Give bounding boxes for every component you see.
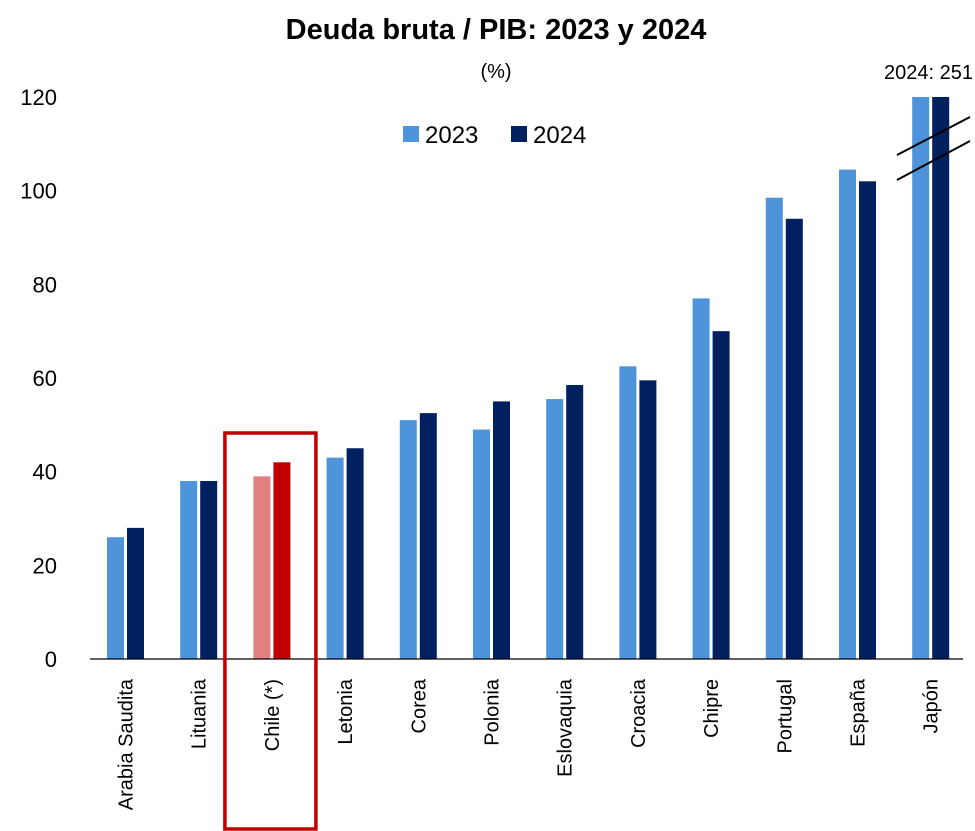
bar-2023-arabia-saudita: [107, 537, 124, 659]
bar-2023-chile: [253, 476, 271, 659]
y-tick-label: 80: [33, 272, 57, 297]
x-axis-ticks: Arabia Saudita Lituania Chile (*) Letonia Co…: [116, 678, 943, 810]
x-tick-label: Letonia: [335, 678, 357, 744]
bar-2024-chipre: [712, 331, 730, 659]
japan-2024-annotation: 2024: 251: [884, 62, 973, 84]
x-tick-label: Arabia Saudita: [116, 678, 138, 810]
bar-2023-croacia: [619, 366, 637, 659]
bar-2023-españa: [839, 169, 856, 659]
chart-title: Deuda bruta / PIB: 2023 y 2024: [286, 14, 707, 46]
bar-2023-corea: [399, 420, 417, 659]
x-tick-label: Eslovaquia: [555, 678, 577, 777]
x-tick-label: Corea: [408, 678, 430, 733]
bar-2024-chile: [273, 462, 291, 659]
bars: [107, 97, 950, 660]
bar-2023-japón: [912, 97, 930, 659]
bar-2024-lituania: [200, 481, 218, 659]
bar-2023-eslovaquia: [546, 399, 564, 659]
bar-2024-polonia: [493, 401, 510, 659]
y-tick-label: 20: [33, 553, 57, 578]
legend-label-2023: 2023: [425, 122, 478, 149]
break-line-top: [896, 116, 971, 156]
bar-2024-portugal: [785, 218, 803, 659]
bar-2024-croacia: [639, 380, 657, 659]
bar-2023-portugal: [765, 197, 783, 660]
x-tick-label: Chipre: [701, 679, 723, 738]
y-tick-label: 120: [20, 85, 57, 110]
legend-swatch-2024: [511, 126, 527, 142]
legend-swatch-2023: [403, 126, 419, 142]
legend-label-2024: 2024: [533, 122, 586, 149]
bar-2024-corea: [419, 413, 437, 659]
x-tick-label: Lituania: [189, 678, 211, 749]
legend: 2023 2024: [403, 122, 586, 149]
bar-2024-eslovaquia: [566, 385, 584, 659]
x-tick-label: Portugal: [774, 679, 796, 754]
break-line-bottom: [896, 140, 971, 181]
y-tick-label: 40: [33, 460, 57, 485]
y-tick-label: 0: [45, 647, 57, 672]
y-axis-ticks: 0 20 40 60 80 100 120: [20, 85, 57, 672]
x-tick-label: España: [848, 678, 870, 747]
bar-2023-letonia: [326, 457, 344, 659]
bar-2024-españa: [859, 181, 876, 660]
bar-2023-polonia: [473, 429, 490, 659]
x-tick-label: Japón: [921, 679, 943, 734]
bar-2023-chipre: [692, 298, 710, 659]
y-tick-label: 60: [33, 366, 57, 391]
chile-highlight-box: [223, 431, 318, 831]
axis-break-marks: [896, 116, 971, 181]
bar-2024-japón: [932, 97, 950, 659]
bar-2023-lituania: [180, 481, 198, 659]
chart-subtitle: (%): [480, 61, 511, 83]
x-tick-label: Croacia: [628, 678, 650, 748]
bar-2024-letonia: [346, 448, 364, 659]
bar-2024-arabia-saudita: [127, 527, 144, 659]
y-tick-label: 100: [20, 179, 57, 204]
x-tick-label: Polonia: [482, 678, 504, 746]
x-tick-label: Chile (*): [262, 679, 284, 751]
